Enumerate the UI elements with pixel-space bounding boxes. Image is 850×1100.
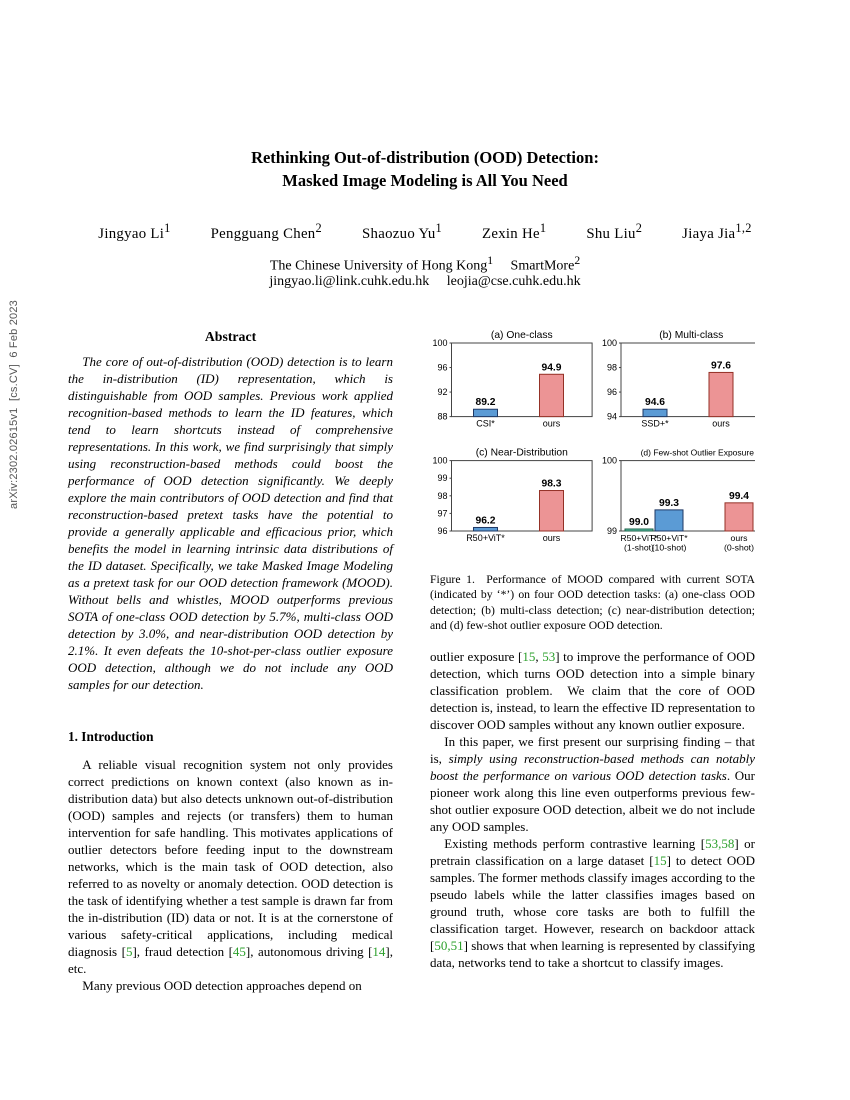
svg-text:98: 98 bbox=[437, 491, 447, 501]
svg-text:94.6: 94.6 bbox=[645, 397, 665, 408]
svg-text:99: 99 bbox=[437, 473, 447, 483]
svg-text:99.0: 99.0 bbox=[629, 517, 649, 528]
svg-text:(c) Near-Distribution: (c) Near-Distribution bbox=[476, 448, 568, 459]
svg-text:(0-shot): (0-shot) bbox=[724, 543, 754, 553]
svg-text:99: 99 bbox=[607, 526, 617, 536]
svg-text:99.4: 99.4 bbox=[729, 491, 749, 502]
svg-text:(d) Few-shot Outlier Exposure: (d) Few-shot Outlier Exposure bbox=[641, 448, 755, 458]
svg-text:94: 94 bbox=[607, 412, 617, 422]
svg-text:R50+ViT*: R50+ViT* bbox=[466, 533, 505, 543]
svg-text:96: 96 bbox=[437, 363, 447, 373]
svg-text:R50+ViT*: R50+ViT* bbox=[650, 533, 688, 543]
svg-text:98: 98 bbox=[607, 363, 617, 373]
svg-text:92: 92 bbox=[437, 387, 447, 397]
svg-text:ours: ours bbox=[731, 533, 749, 543]
svg-text:97.6: 97.6 bbox=[711, 360, 731, 371]
svg-text:(b) Multi-class: (b) Multi-class bbox=[659, 330, 723, 341]
svg-text:100: 100 bbox=[432, 456, 447, 466]
svg-text:98.3: 98.3 bbox=[541, 479, 561, 490]
svg-text:ours: ours bbox=[543, 419, 561, 429]
svg-text:CSI*: CSI* bbox=[476, 419, 495, 429]
svg-text:99.3: 99.3 bbox=[659, 498, 679, 509]
svg-text:(10-shot): (10-shot) bbox=[652, 543, 687, 553]
svg-text:100: 100 bbox=[602, 456, 617, 466]
svg-text:96: 96 bbox=[437, 526, 447, 536]
svg-text:(a) One-class: (a) One-class bbox=[491, 330, 553, 341]
svg-text:88: 88 bbox=[437, 412, 447, 422]
svg-text:96.2: 96.2 bbox=[475, 515, 495, 526]
svg-text:(1-shot): (1-shot) bbox=[624, 543, 654, 553]
svg-text:94.9: 94.9 bbox=[541, 362, 561, 373]
svg-text:SSD+*: SSD+* bbox=[641, 419, 669, 429]
svg-text:ours: ours bbox=[712, 419, 730, 429]
svg-text:100: 100 bbox=[602, 338, 617, 348]
svg-text:100: 100 bbox=[432, 338, 447, 348]
svg-text:96: 96 bbox=[607, 387, 617, 397]
svg-text:ours: ours bbox=[543, 533, 561, 543]
svg-text:89.2: 89.2 bbox=[475, 397, 495, 408]
svg-text:97: 97 bbox=[437, 508, 447, 518]
